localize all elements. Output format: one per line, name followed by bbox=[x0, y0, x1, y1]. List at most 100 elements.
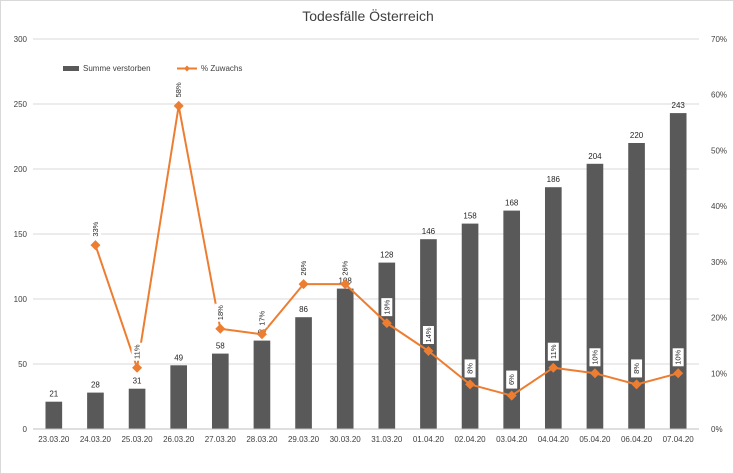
x-tick-label: 28.03.20 bbox=[246, 435, 278, 444]
bar bbox=[295, 317, 312, 429]
line-data-label: 58% bbox=[174, 82, 183, 97]
y-left-tick-label: 0 bbox=[23, 425, 28, 434]
line-data-label: 19% bbox=[382, 299, 391, 314]
line-point bbox=[673, 368, 684, 379]
bar-series: 2128314958688610812814615816818620422024… bbox=[45, 101, 687, 430]
x-tick-label: 06.04.20 bbox=[621, 435, 653, 444]
line-label-background bbox=[547, 342, 559, 361]
bar-data-label: 28 bbox=[91, 381, 100, 390]
bar bbox=[45, 401, 63, 429]
line-label-background bbox=[672, 348, 684, 367]
y-right-tick-label: 30% bbox=[711, 258, 727, 267]
bar bbox=[628, 143, 645, 429]
bar-data-label: 168 bbox=[505, 199, 519, 208]
y-left-tick-label: 250 bbox=[14, 100, 28, 109]
y-right-tick-label: 60% bbox=[711, 91, 727, 100]
line-label-background bbox=[89, 220, 101, 239]
line-label-background bbox=[131, 342, 143, 361]
y-right-tick-label: 40% bbox=[711, 202, 727, 211]
x-tick-label: 03.04.20 bbox=[496, 435, 528, 444]
line-point bbox=[90, 240, 101, 251]
line-data-label: 33% bbox=[91, 221, 100, 236]
line-point bbox=[256, 329, 267, 340]
y-right-tick-label: 70% bbox=[711, 35, 727, 44]
line-data-label: 14% bbox=[424, 327, 433, 342]
line-point bbox=[173, 100, 184, 111]
bar bbox=[336, 288, 354, 429]
legend-marker-line bbox=[184, 65, 190, 72]
bar bbox=[170, 365, 188, 429]
bar bbox=[211, 353, 229, 429]
y-left-tick-label: 200 bbox=[14, 165, 28, 174]
bar-data-label: 58 bbox=[216, 342, 225, 351]
bar bbox=[378, 262, 396, 429]
line-label-background bbox=[339, 259, 351, 278]
bar-data-label: 49 bbox=[174, 353, 183, 362]
line-data-label: 26% bbox=[341, 260, 350, 275]
bar bbox=[544, 187, 562, 429]
y-left-tick-label: 50 bbox=[18, 360, 27, 369]
line-data-label: 17% bbox=[257, 310, 266, 325]
bar bbox=[586, 163, 604, 430]
line-point bbox=[340, 279, 351, 290]
line-label-background bbox=[381, 298, 393, 317]
x-tick-label: 04.04.20 bbox=[538, 435, 570, 444]
x-tick-label: 25.03.20 bbox=[121, 435, 153, 444]
bar-data-label: 186 bbox=[547, 175, 561, 184]
line-data-label: 10% bbox=[590, 349, 599, 364]
line-point bbox=[506, 390, 517, 401]
y-left-tick-label: 100 bbox=[14, 295, 28, 304]
line-label-background bbox=[464, 359, 476, 378]
bar-data-label: 86 bbox=[299, 305, 308, 314]
line-point bbox=[298, 279, 309, 290]
line-label-background bbox=[214, 303, 226, 322]
line-series: 33% 11% 58% 18% 17% 26% 26% 19% 14% 8% 6% 11% 10% 8% 1… bbox=[89, 80, 684, 401]
left-axis: 0 50 100 150 200 250 300 bbox=[14, 35, 28, 434]
line-data-label: 8% bbox=[466, 363, 475, 374]
line-point bbox=[132, 362, 143, 373]
bar-data-label: 146 bbox=[422, 227, 436, 236]
y-right-tick-label: 10% bbox=[711, 369, 727, 378]
x-tick-label: 01.04.20 bbox=[413, 435, 445, 444]
legend: Summe verstorben % Zuwachs bbox=[63, 64, 242, 73]
line-point bbox=[465, 379, 476, 390]
legend-label-bars: Summe verstorben bbox=[83, 64, 151, 73]
y-right-tick-label: 0% bbox=[711, 425, 723, 434]
chart-title: Todesfälle Österreich bbox=[302, 7, 434, 24]
line-data-label: 11% bbox=[549, 344, 558, 359]
line-data-label: 10% bbox=[674, 349, 683, 364]
right-axis: 0% 10% 20% 30% 40% 50% 60% 70% bbox=[711, 35, 727, 434]
x-tick-label: 23.03.20 bbox=[38, 435, 70, 444]
line-data-label: 26% bbox=[299, 260, 308, 275]
line-data-label: 11% bbox=[133, 344, 142, 359]
line-data-label: 6% bbox=[507, 374, 516, 385]
x-tick-label: 02.04.20 bbox=[454, 435, 486, 444]
line-label-background bbox=[631, 359, 643, 378]
y-left-tick-label: 300 bbox=[14, 35, 28, 44]
bar bbox=[669, 113, 687, 429]
line-label-background bbox=[173, 80, 185, 99]
x-tick-label: 29.03.20 bbox=[288, 435, 320, 444]
bar bbox=[461, 223, 479, 429]
x-tick-label: 26.03.20 bbox=[163, 435, 195, 444]
x-tick-label: 07.04.20 bbox=[663, 435, 695, 444]
line-label-background bbox=[298, 259, 310, 278]
bar-data-label: 128 bbox=[380, 251, 394, 260]
bar-data-label: 243 bbox=[672, 101, 686, 110]
line-point bbox=[631, 379, 642, 390]
line-data-label: 18% bbox=[216, 305, 225, 320]
x-tick-label: 27.03.20 bbox=[205, 435, 237, 444]
line-label-background bbox=[506, 370, 518, 389]
line-label-background bbox=[589, 348, 601, 367]
x-tick-label: 24.03.20 bbox=[80, 435, 112, 444]
bar-data-label: 220 bbox=[630, 131, 644, 140]
line-point bbox=[548, 362, 559, 373]
x-tick-label: 31.03.20 bbox=[371, 435, 403, 444]
line-data-label: 8% bbox=[632, 363, 641, 374]
legend-label-line: % Zuwachs bbox=[201, 64, 242, 73]
line-point bbox=[381, 318, 392, 329]
line-label-background bbox=[256, 309, 268, 328]
line-label-background bbox=[422, 326, 434, 344]
